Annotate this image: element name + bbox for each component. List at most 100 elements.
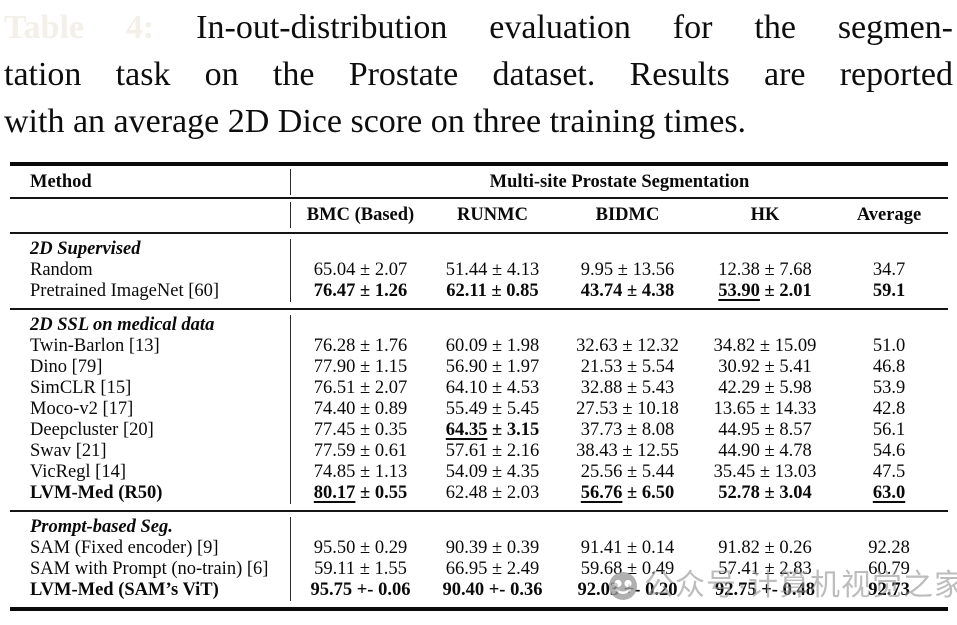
section-title-spacer	[290, 517, 948, 538]
value-cell: 59.11 ± 1.55	[290, 559, 430, 580]
value-cell: 62.48 ± 2.03	[445, 483, 540, 503]
value-cell: 51.0	[872, 336, 906, 356]
value-cell: 76.51 ± 2.07	[290, 378, 430, 399]
table-row: Swav [21] 77.59 ± 0.61 57.61 ± 2.16 38.43 ±…	[10, 441, 948, 462]
value-cell: 46.8	[872, 357, 906, 377]
section-header-row: Prompt-based Seg.	[10, 517, 948, 538]
value-cell: 56.1	[872, 420, 906, 440]
method-cell: LVM-Med (SAM’s ViT)	[30, 580, 219, 600]
value-cell: 12.38 ± 7.68	[718, 260, 812, 280]
value-cell: 92.75 +- 0.48	[715, 580, 815, 600]
value-cell: 53.90 ± 2.01	[718, 281, 812, 301]
value-cell: 62.11 ± 0.85	[446, 281, 539, 301]
value-cell: 32.88 ± 5.43	[580, 378, 675, 398]
table-bottom-rule	[10, 607, 948, 611]
value-cell: 37.73 ± 8.08	[580, 420, 675, 440]
table-row: Pretrained ImageNet [60] 76.47 ± 1.26 62.1…	[10, 281, 948, 302]
table-row: Dino [79] 77.90 ± 1.15 56.90 ± 1.97 21.53 ±…	[10, 357, 948, 378]
value-cell: 59.68 ± 0.49	[580, 559, 675, 579]
value-cell: 54.09 ± 4.35	[445, 462, 540, 482]
method-cell: Moco-v2 [17]	[30, 399, 134, 419]
value-cell: 74.85 ± 1.13	[290, 462, 430, 483]
section-header-row: 2D Supervised	[10, 239, 948, 260]
col-header-bidmc: BIDMC	[595, 205, 660, 225]
value-cell: 90.39 ± 0.39	[445, 538, 540, 558]
underlined-value: 64.35	[445, 420, 488, 440]
value-cell: 92.73	[868, 580, 910, 600]
method-cell: LVM-Med (R50)	[30, 483, 163, 503]
section-title-spacer	[290, 315, 948, 336]
value-cell: 55.49 ± 5.45	[445, 399, 540, 419]
method-cell: SimCLR [15]	[30, 378, 132, 398]
section-title: 2D Supervised	[30, 239, 141, 259]
method-cell: Deepcluster [20]	[30, 420, 154, 440]
value-cell: 53.9	[872, 378, 906, 398]
value-cell: 54.6	[872, 441, 906, 461]
caption-text-1: In-out-distribution evaluation for the s…	[196, 9, 954, 46]
header-divider-rule	[10, 197, 948, 199]
value-cell: 92.28	[868, 538, 910, 558]
section-header-row: 2D SSL on medical data	[10, 315, 948, 336]
value-cell: 90.40 +- 0.36	[442, 580, 543, 600]
table-row: Twin-Barlon [13] 76.28 ± 1.76 60.09 ± 1.98…	[10, 336, 948, 357]
underlined-value: 63.0	[872, 483, 906, 503]
table-row: Random 65.04 ± 2.07 51.44 ± 4.13 9.95 ± 13.…	[10, 260, 948, 281]
table-row: VicRegl [14] 74.85 ± 1.13 54.09 ± 4.35 25.5…	[10, 462, 948, 483]
value-cell: 44.95 ± 8.57	[718, 420, 812, 440]
value-cell: 74.40 ± 0.89	[290, 399, 430, 420]
table-row: SAM (Fixed encoder) [9] 95.50 ± 0.29 90.39…	[10, 538, 948, 559]
value-cell: 27.53 ± 10.18	[576, 399, 679, 419]
value-cell: 56.90 ± 1.97	[445, 357, 540, 377]
value-cell: 43.74 ± 4.38	[580, 281, 675, 301]
table-row: SAM with Prompt (no-train) [6] 59.11 ± 1.…	[10, 559, 948, 580]
underlined-value: 56.76	[580, 483, 623, 503]
section-divider-rule	[10, 308, 948, 310]
col-header-spacer	[10, 202, 290, 228]
value-cell: 34.7	[872, 260, 906, 280]
value-cell: 44.90 ± 4.78	[718, 441, 812, 461]
value-cell: 35.45 ± 13.03	[713, 462, 817, 482]
value-cell: 60.79	[868, 559, 910, 579]
value-cell: 21.53 ± 5.54	[580, 357, 675, 377]
value-cell: 64.10 ± 4.53	[445, 378, 540, 398]
value-cell: 76.28 ± 1.76	[290, 336, 430, 357]
value-cell: 92.03 +- 0.20	[577, 580, 678, 600]
value-cell: 59.1	[872, 281, 906, 301]
value-cell: 34.82 ± 15.09	[713, 336, 817, 356]
value-cell: 64.35 ± 3.15	[445, 420, 540, 440]
results-table: Method Multi-site Prostate Segmentation …	[10, 162, 948, 611]
method-cell: Swav [21]	[30, 441, 107, 461]
value-cell: 30.92 ± 5.41	[718, 357, 812, 377]
col-header-bmc: BMC (Based)	[290, 202, 430, 228]
value-cell: 80.17 ± 0.55	[290, 483, 430, 504]
value-cell: 52.78 ± 3.04	[718, 483, 812, 503]
value-cell: 77.59 ± 0.61	[290, 441, 430, 462]
method-cell: VicRegl [14]	[30, 462, 126, 482]
value-cell: 56.76 ± 6.50	[580, 483, 675, 503]
method-cell: Random	[30, 260, 93, 280]
value-cell: 95.75 +- 0.06	[290, 580, 430, 601]
method-cell: Dino [79]	[30, 357, 103, 377]
value-cell: 65.04 ± 2.07	[290, 260, 430, 281]
underlined-value: 53.90	[718, 281, 760, 301]
value-cell: 77.90 ± 1.15	[290, 357, 430, 378]
caption-line-3: with an average 2D Dice score on three t…	[4, 103, 747, 140]
table-header-group-row: Method Multi-site Prostate Segmentation	[10, 166, 948, 197]
value-cell: 9.95 ± 13.56	[580, 260, 675, 280]
table-section: 2D SSL on medical data Twin-Barlon [13] 76…	[10, 310, 948, 510]
col-header-runmc: RUNMC	[457, 205, 528, 225]
caption-line-2: tation task on the Prostate dataset. Res…	[4, 56, 953, 93]
value-cell: 91.82 ± 0.26	[718, 538, 812, 558]
table-section: 2D Supervised Random 65.04 ± 2.07 51.44 ± 4…	[10, 234, 948, 308]
value-cell: 66.95 ± 2.49	[445, 559, 540, 579]
table-body: 2D Supervised Random 65.04 ± 2.07 51.44 ± 4…	[10, 234, 948, 607]
col-header-average: Average	[856, 205, 922, 225]
section-divider-rule	[10, 510, 948, 512]
columns-divider-rule	[10, 232, 948, 234]
value-cell: 95.50 ± 0.29	[290, 538, 430, 559]
value-cell: 57.61 ± 2.16	[445, 441, 540, 461]
table-row: Moco-v2 [17] 74.40 ± 0.89 55.49 ± 5.45 27.5…	[10, 399, 948, 420]
value-cell: 77.45 ± 0.35	[290, 420, 430, 441]
method-cell: Pretrained ImageNet [60]	[30, 281, 220, 301]
